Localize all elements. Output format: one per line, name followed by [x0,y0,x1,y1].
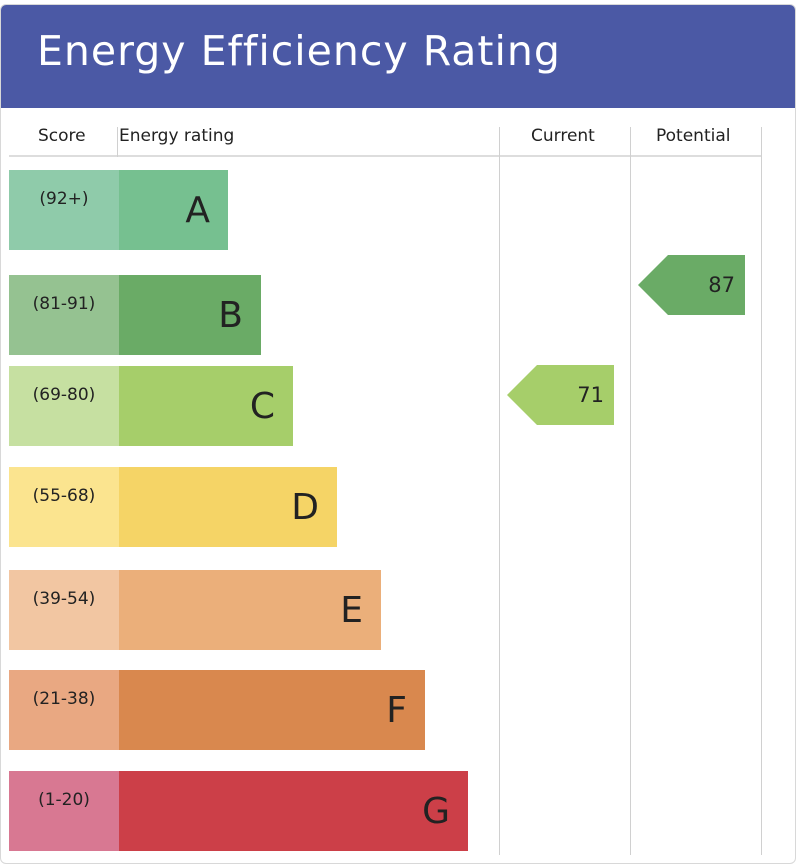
score-range-a: (92+) [39,189,88,209]
score-cell-d [9,467,119,547]
rating-bar-a [119,170,228,250]
rating-letter-b: B [218,295,243,336]
current-rating-value: 71 [577,383,604,407]
rating-bar-e [119,570,381,650]
energy-rating-card: Energy Efficiency Rating Score Energy ra… [0,4,796,864]
rating-letter-f: F [386,690,407,731]
score-range-f: (21-38) [33,689,96,709]
column-header-current: Current [531,126,595,146]
score-range-g: (1-20) [38,790,90,810]
column-divider-potential [630,127,631,855]
header-divider [9,155,761,157]
rating-letter-d: D [291,487,319,528]
score-cell-a [9,170,119,250]
rating-bar-f [119,670,425,750]
score-range-c: (69-80) [33,385,96,405]
score-range-d: (55-68) [33,486,96,506]
column-header-energy-rating: Energy rating [119,126,235,146]
page-title: Energy Efficiency Rating [37,27,561,75]
score-cell-e [9,570,119,650]
column-header-potential: Potential [656,126,731,146]
header-bar: Energy Efficiency Rating [1,5,795,108]
rating-bar-g [119,771,468,851]
score-cell-c [9,366,119,446]
rating-letter-g: G [422,791,450,832]
rating-bar-d [119,467,337,547]
column-divider-score [117,127,118,157]
score-cell-b [9,275,119,355]
rating-bar-b [119,275,261,355]
score-range-b: (81-91) [33,294,96,314]
rating-letter-c: C [250,386,275,427]
score-range-e: (39-54) [33,589,96,609]
potential-rating-value: 87 [708,273,735,297]
column-header-score: Score [38,126,86,146]
column-divider-current [499,127,500,855]
score-cell-f [9,670,119,750]
rating-bar-c [119,366,293,446]
rating-letter-a: A [185,190,210,231]
score-cell-g [9,771,119,851]
potential-rating-arrow [638,255,745,315]
current-rating-arrow [507,365,614,425]
column-divider-right [761,127,762,855]
rating-letter-e: E [340,590,363,631]
rating-chart: (92+) A (81-91) B (69-80) C (55-68) D (39-54) E (2… [9,170,745,851]
